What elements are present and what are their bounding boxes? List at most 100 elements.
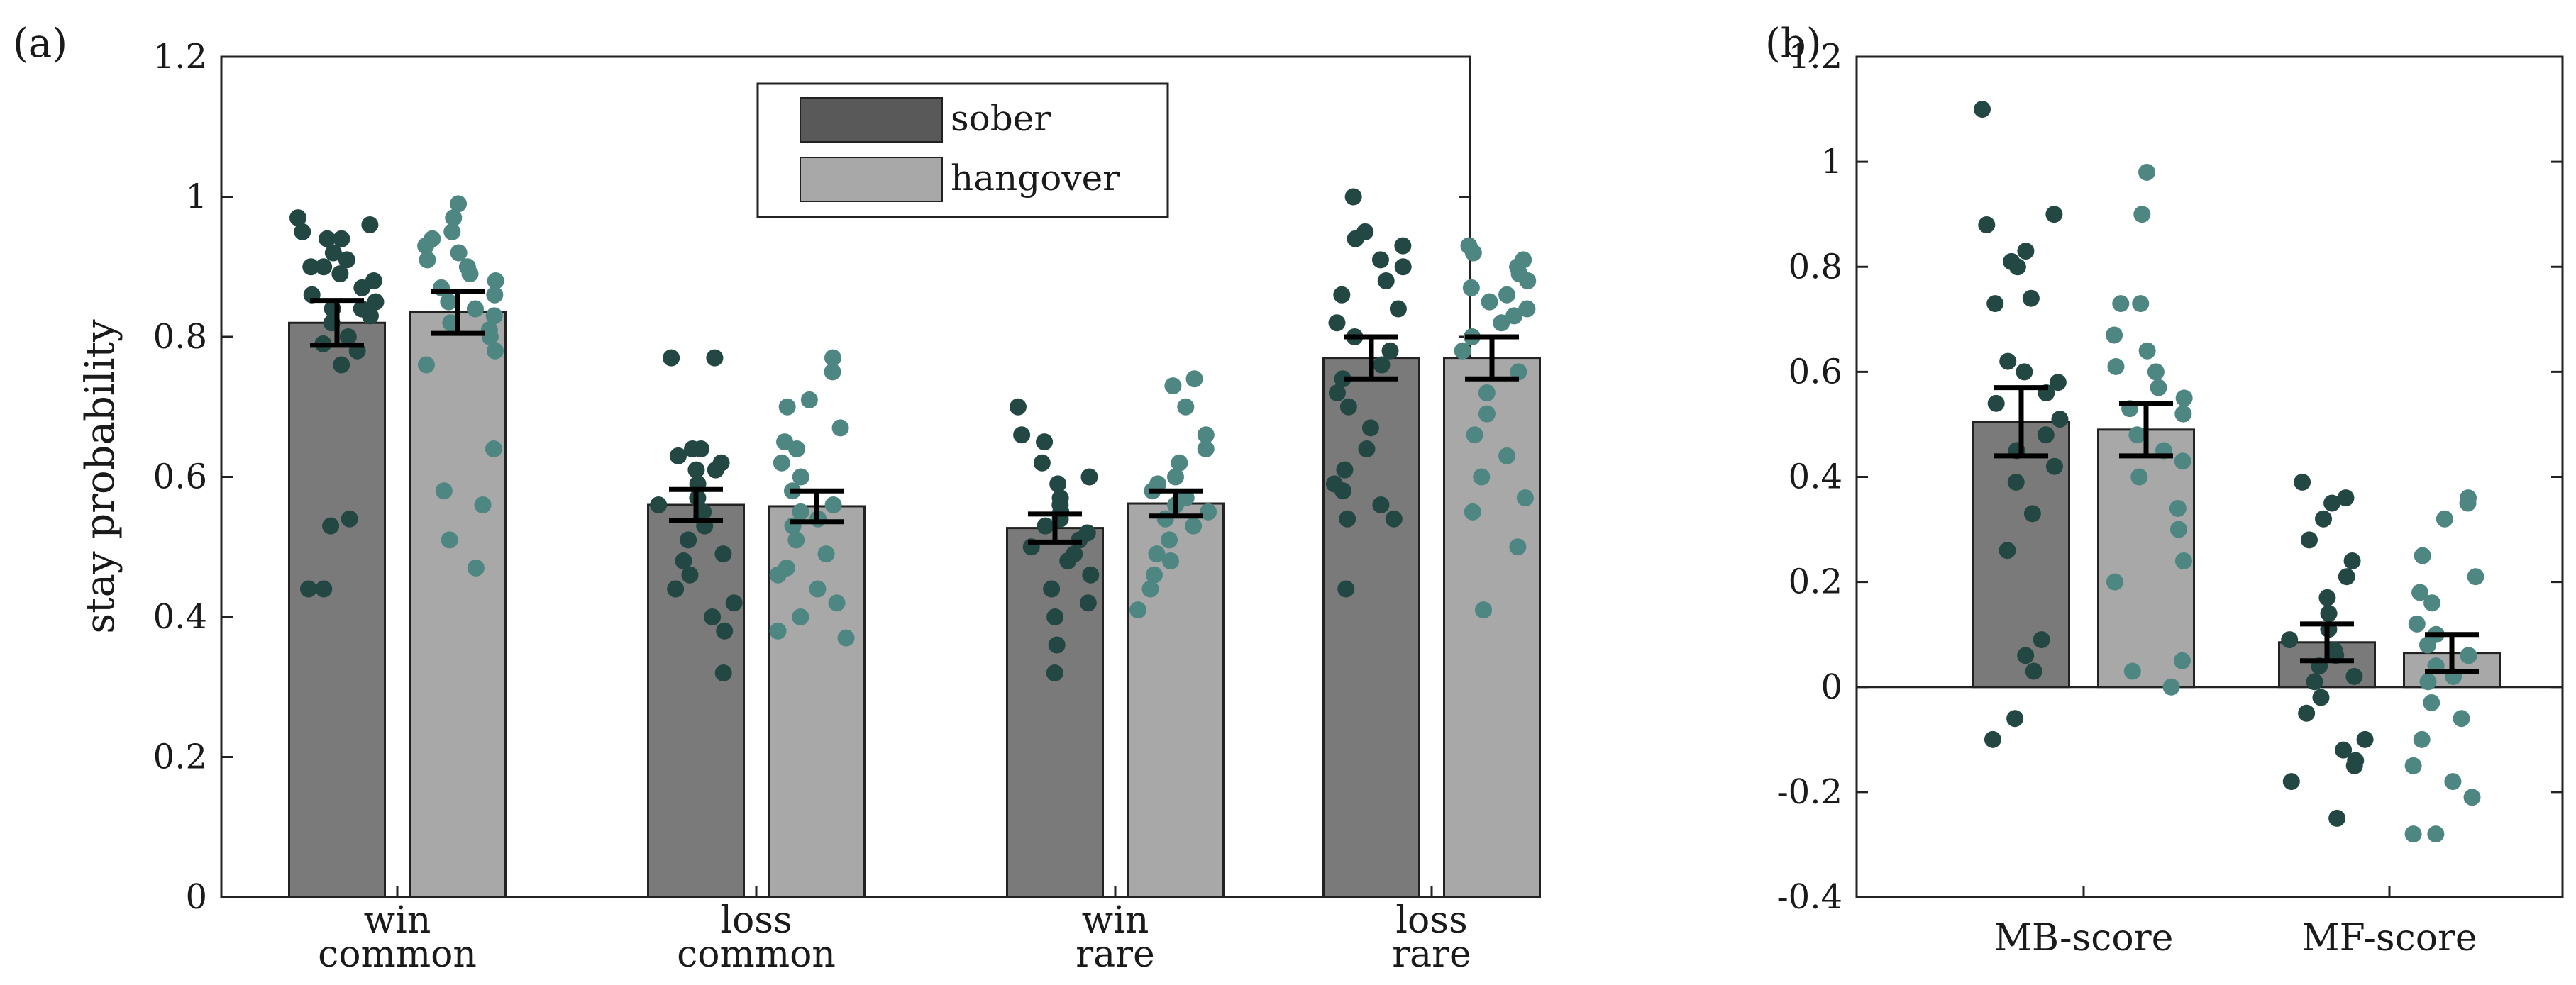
legend-swatch-sober <box>800 97 943 143</box>
data-point-sober <box>2300 531 2318 549</box>
data-point-sober <box>2323 494 2341 512</box>
data-point-sober <box>1371 251 1389 269</box>
data-point-sober <box>333 230 350 247</box>
data-point-hangover <box>1466 426 1483 444</box>
panel-a-ytick-label: 0 <box>185 877 207 917</box>
data-point-hangover <box>2427 825 2445 843</box>
data-point-sober <box>1013 426 1031 444</box>
data-point-hangover <box>1197 426 1215 444</box>
panel-b-ytick-label: -0.2 <box>1776 772 1842 812</box>
data-point-hangover <box>2128 426 2146 444</box>
data-point-hangover <box>2174 552 2192 569</box>
data-point-hangover <box>1185 370 1203 388</box>
data-point-hangover <box>792 468 809 486</box>
data-point-sober <box>1385 510 1403 528</box>
data-point-sober <box>1986 295 2004 313</box>
data-point-sober <box>704 608 722 625</box>
data-point-sober <box>2051 411 2069 428</box>
data-point-sober <box>2312 689 2330 706</box>
data-point-hangover <box>2414 547 2431 564</box>
data-point-hangover <box>1518 300 1536 318</box>
data-point-hangover <box>788 440 806 457</box>
data-point-sober <box>1048 636 1066 654</box>
panel-b-points <box>1974 101 2484 843</box>
data-point-hangover <box>1493 314 1510 332</box>
data-point-sober <box>2335 741 2353 759</box>
data-point-hangover <box>1167 468 1185 486</box>
data-point-hangover <box>769 622 787 640</box>
data-point-sober <box>1358 440 1376 457</box>
data-point-sober <box>1049 475 1067 493</box>
legend-label-hangover: hangover <box>951 157 1120 199</box>
panel-b-ytick-label: 1 <box>1820 142 1842 182</box>
data-point-sober <box>684 440 702 457</box>
data-point-sober <box>2006 710 2024 728</box>
data-point-sober <box>1361 419 1379 437</box>
data-point-sober <box>1984 730 2001 748</box>
data-point-hangover <box>2408 615 2426 633</box>
data-point-hangover <box>1464 244 1482 262</box>
data-point-hangover <box>1462 279 1480 296</box>
data-point-sober <box>1337 580 1355 598</box>
data-point-hangover <box>1519 272 1537 289</box>
data-point-sober <box>2281 631 2299 649</box>
data-point-sober <box>1033 454 1051 472</box>
data-point-sober <box>1037 517 1054 535</box>
data-point-hangover <box>474 496 492 513</box>
data-point-sober <box>1389 300 1407 318</box>
data-point-hangover <box>2423 694 2440 711</box>
data-point-sober <box>1394 258 1412 276</box>
data-point-sober <box>1372 496 1390 513</box>
data-point-hangover <box>1498 286 1516 304</box>
data-point-sober <box>2037 426 2055 444</box>
data-point-hangover <box>466 300 484 318</box>
data-point-hangover <box>2459 494 2477 512</box>
panel-b-errorbars <box>1994 385 2479 674</box>
data-point-hangover <box>1510 363 1527 381</box>
data-point-hangover <box>1171 454 1188 472</box>
data-point-hangover <box>778 398 796 416</box>
panel-a-label: (a) <box>13 21 67 67</box>
data-point-hangover <box>2138 342 2156 360</box>
data-point-hangover <box>1454 342 1471 360</box>
panel-a-points <box>289 188 1537 681</box>
panel-b-category-label: MB-score <box>1994 917 2174 959</box>
data-point-sober <box>338 251 355 269</box>
data-point-sober <box>680 531 697 549</box>
panel-a: (a) 00.20.40.60.811.2wincommonlosscommon… <box>13 21 1541 976</box>
data-point-hangover <box>1516 489 1534 507</box>
data-point-hangover <box>837 629 855 647</box>
panel-b: (b) -0.4 -0.2 0 0.2 0.4 0.6 0.8 1 1.2 MB-score MF-… <box>1765 21 2564 959</box>
data-point-hangover <box>481 328 499 345</box>
data-point-sober <box>707 461 724 479</box>
data-point-sober <box>294 223 311 240</box>
data-point-hangover <box>435 482 453 500</box>
data-point-hangover <box>1481 293 1498 311</box>
panel-a-ytick-label: 0.6 <box>153 457 207 497</box>
data-point-sober <box>2017 647 2035 664</box>
panel-b-frame <box>1855 55 2564 898</box>
data-point-hangover <box>2123 662 2141 680</box>
data-point-sober <box>1377 272 1395 289</box>
data-point-hangover <box>1473 468 1491 486</box>
data-point-sober <box>315 258 333 276</box>
bar-hangover-2 <box>1127 502 1225 898</box>
data-point-hangover <box>2411 584 2429 601</box>
data-point-sober <box>2315 510 2333 528</box>
data-point-sober <box>319 230 336 247</box>
data-point-sober <box>333 356 350 374</box>
panel-b-ytick-label: 0.6 <box>1789 352 1842 391</box>
data-point-sober <box>650 496 668 513</box>
data-point-sober <box>1336 461 1354 479</box>
data-point-hangover <box>1129 601 1147 619</box>
data-point-sober <box>1373 356 1391 374</box>
data-point-sober <box>2282 773 2300 791</box>
data-point-hangover <box>1141 580 1159 598</box>
data-point-sober <box>2320 605 2338 623</box>
data-point-hangover <box>792 608 809 625</box>
data-point-sober <box>2306 673 2323 691</box>
data-point-sober <box>1339 398 1357 416</box>
panel-b-ytick-label: 0.2 <box>1789 562 1842 602</box>
